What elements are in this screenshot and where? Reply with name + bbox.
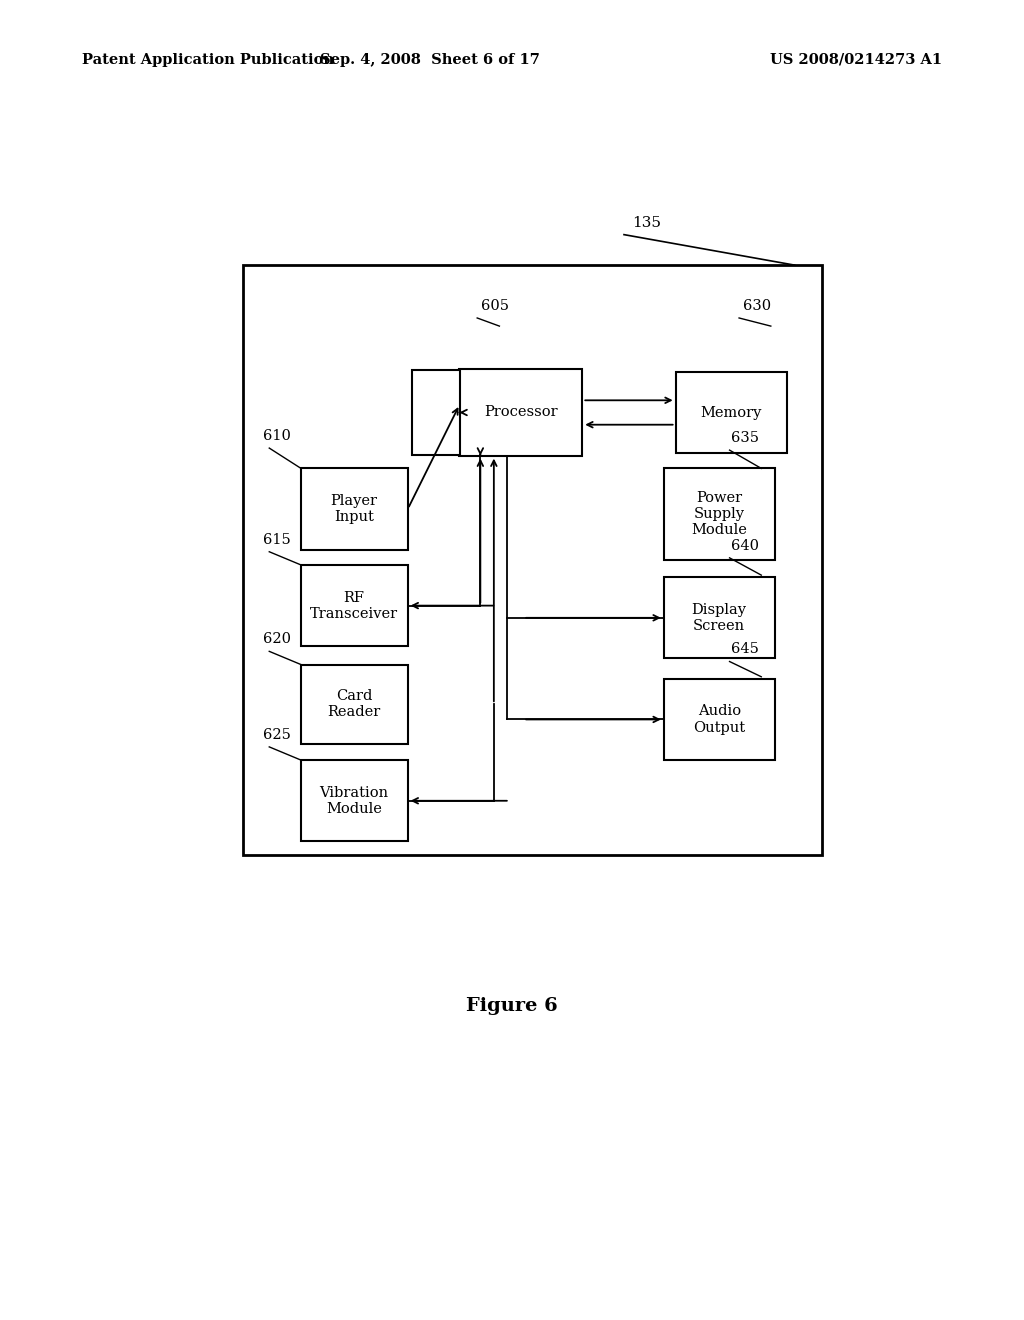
Text: US 2008/0214273 A1: US 2008/0214273 A1 [770,53,942,67]
Text: 635: 635 [731,432,759,445]
Bar [460,370,583,455]
Text: Vibration
Module: Vibration Module [319,785,389,816]
Text: 615: 615 [263,533,291,546]
Bar [664,678,775,760]
Text: 625: 625 [263,727,291,742]
Bar [301,760,408,841]
Bar [301,664,408,744]
Text: Card
Reader: Card Reader [328,689,381,719]
Text: Audio
Output: Audio Output [693,705,745,734]
Text: 645: 645 [731,643,759,656]
Text: 620: 620 [263,632,291,647]
Text: RF
Transceiver: RF Transceiver [310,590,398,620]
Bar [664,469,775,560]
Text: Display
Screen: Display Screen [692,603,746,632]
Text: Patent Application Publication: Patent Application Publication [82,53,334,67]
Bar [301,469,408,549]
Text: Memory: Memory [700,405,762,420]
Bar [301,565,408,647]
Text: Player
Input: Player Input [331,494,378,524]
Text: 640: 640 [731,539,759,553]
Bar [243,265,822,854]
Bar [676,372,786,453]
Text: Sep. 4, 2008  Sheet 6 of 17: Sep. 4, 2008 Sheet 6 of 17 [321,53,540,67]
Bar [664,577,775,659]
Text: Figure 6: Figure 6 [466,997,558,1015]
Text: 135: 135 [632,215,660,230]
Text: Processor: Processor [484,405,558,420]
Text: 630: 630 [743,298,771,313]
Text: 610: 610 [263,429,291,444]
Text: 605: 605 [481,298,509,313]
Text: Power
Supply
Module: Power Supply Module [691,491,748,537]
Bar [412,370,460,455]
